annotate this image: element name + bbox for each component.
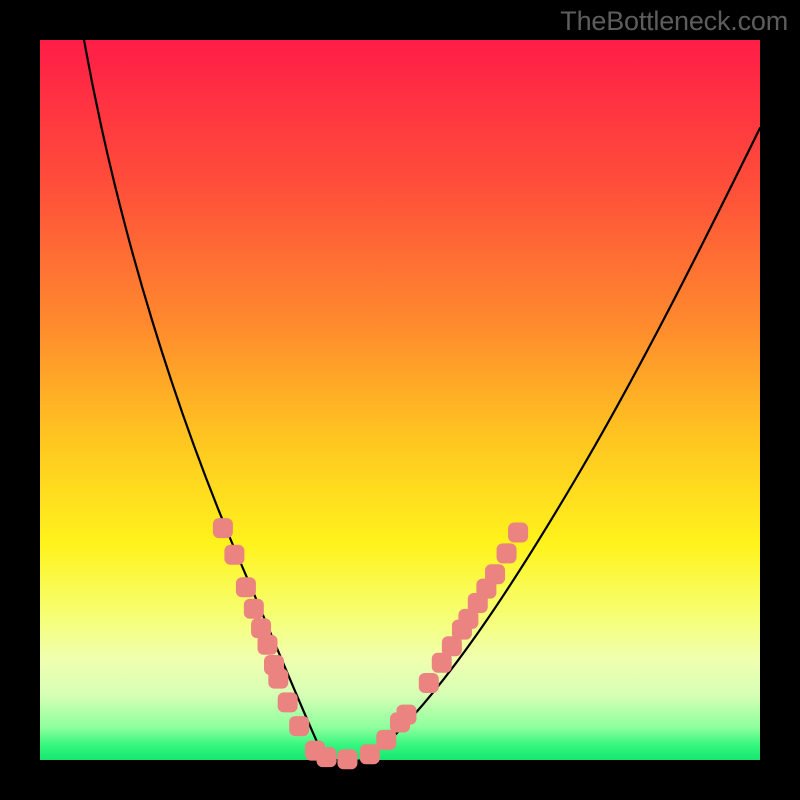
data-marker <box>258 635 278 655</box>
chart-container: TheBottleneck.com <box>0 0 800 800</box>
plot-background-gradient <box>40 40 760 760</box>
data-marker <box>419 673 439 693</box>
watermark-text: TheBottleneck.com <box>560 6 788 37</box>
data-marker <box>485 564 505 584</box>
data-marker <box>337 749 357 769</box>
data-marker <box>224 545 244 565</box>
bottleneck-chart <box>0 0 800 800</box>
data-marker <box>278 692 298 712</box>
data-marker <box>244 599 264 619</box>
data-marker <box>376 730 396 750</box>
data-marker <box>497 543 517 563</box>
data-marker <box>268 669 288 689</box>
data-marker <box>213 518 233 538</box>
data-marker <box>236 577 256 597</box>
data-marker <box>317 747 337 767</box>
data-marker <box>360 744 380 764</box>
data-marker <box>508 522 528 542</box>
data-marker <box>289 716 309 736</box>
data-marker <box>396 705 416 725</box>
